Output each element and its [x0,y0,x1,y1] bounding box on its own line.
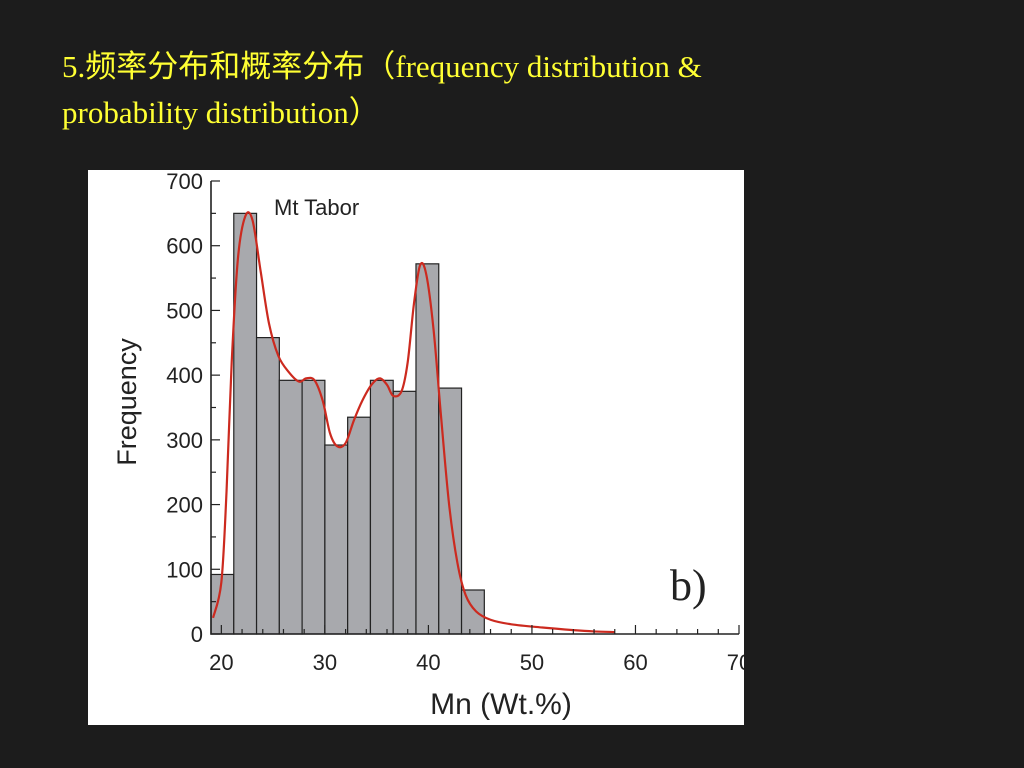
histogram-bar [369,379,394,635]
chart-annotation: Mt Tabor [274,195,359,220]
histogram-bar [278,379,303,635]
histogram-chart: 0 100 200 300 400 500 600 700 20 30 40 50 60 70 Mt Ta… [88,169,751,725]
density-curve [211,211,615,634]
y-tick-label: 600 [166,234,203,259]
histogram-bar [255,337,280,635]
histogram-bar [301,379,326,635]
x-tick-label: 70 [727,650,744,675]
chart-svg: 0 100 200 300 400 500 600 700 20 30 40 50 60 70 Mt Ta… [112,169,751,721]
histogram-bar [460,589,485,635]
ticks-layer: 0 100 200 300 400 500 600 700 20 30 40 50 60 70 [166,169,751,675]
y-axis-label: Frequency [112,338,142,466]
histogram-bar [415,263,440,635]
x-tick-label: 20 [209,650,233,675]
y-tick-label: 200 [166,493,203,518]
slide-title-line-2: probability distribution） [62,95,380,130]
x-tick-label: 40 [416,650,440,675]
histogram-bar [210,573,235,635]
y-tick-label: 700 [166,170,203,194]
x-tick-label: 50 [520,650,544,675]
histogram-bar [347,416,372,635]
slide-title-line-1: 5.频率分布和概率分布（frequency distribution & [62,49,702,84]
y-tick-label: 0 [191,622,203,647]
bars-layer [210,212,485,635]
x-axis-label: Mn (Wt.%) [430,688,572,721]
panel-label: b) [670,561,707,610]
slide-title: 5.频率分布和概率分布（frequency distribution & pro… [62,44,962,136]
y-tick-label: 400 [166,363,203,388]
histogram-bar [392,390,417,635]
y-tick-label: 300 [166,428,203,453]
x-tick-label: 30 [313,650,337,675]
x-tick-label: 60 [623,650,647,675]
y-tick-label: 100 [166,557,203,582]
histogram-bar [324,444,349,635]
y-tick-label: 500 [166,298,203,323]
